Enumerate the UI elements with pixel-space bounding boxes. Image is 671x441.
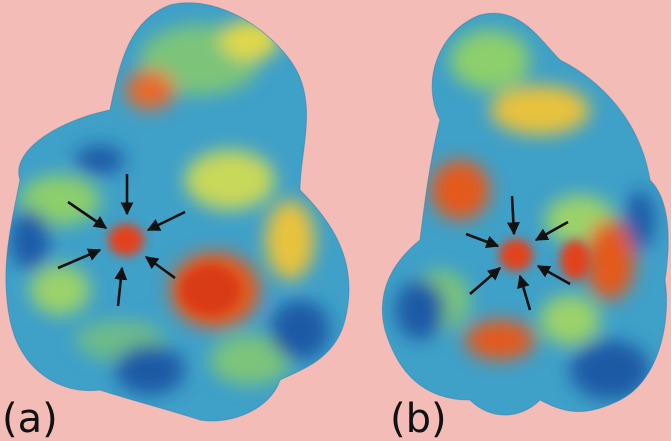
figure: (a) (b) (0, 0, 671, 441)
page: (a) (b) (() => { const data = JSON.parse… (0, 0, 671, 441)
surface-b (370, 0, 671, 441)
panel-label: (b) (390, 396, 447, 441)
panel-label: (a) (2, 396, 58, 441)
surface-a (0, 0, 370, 441)
